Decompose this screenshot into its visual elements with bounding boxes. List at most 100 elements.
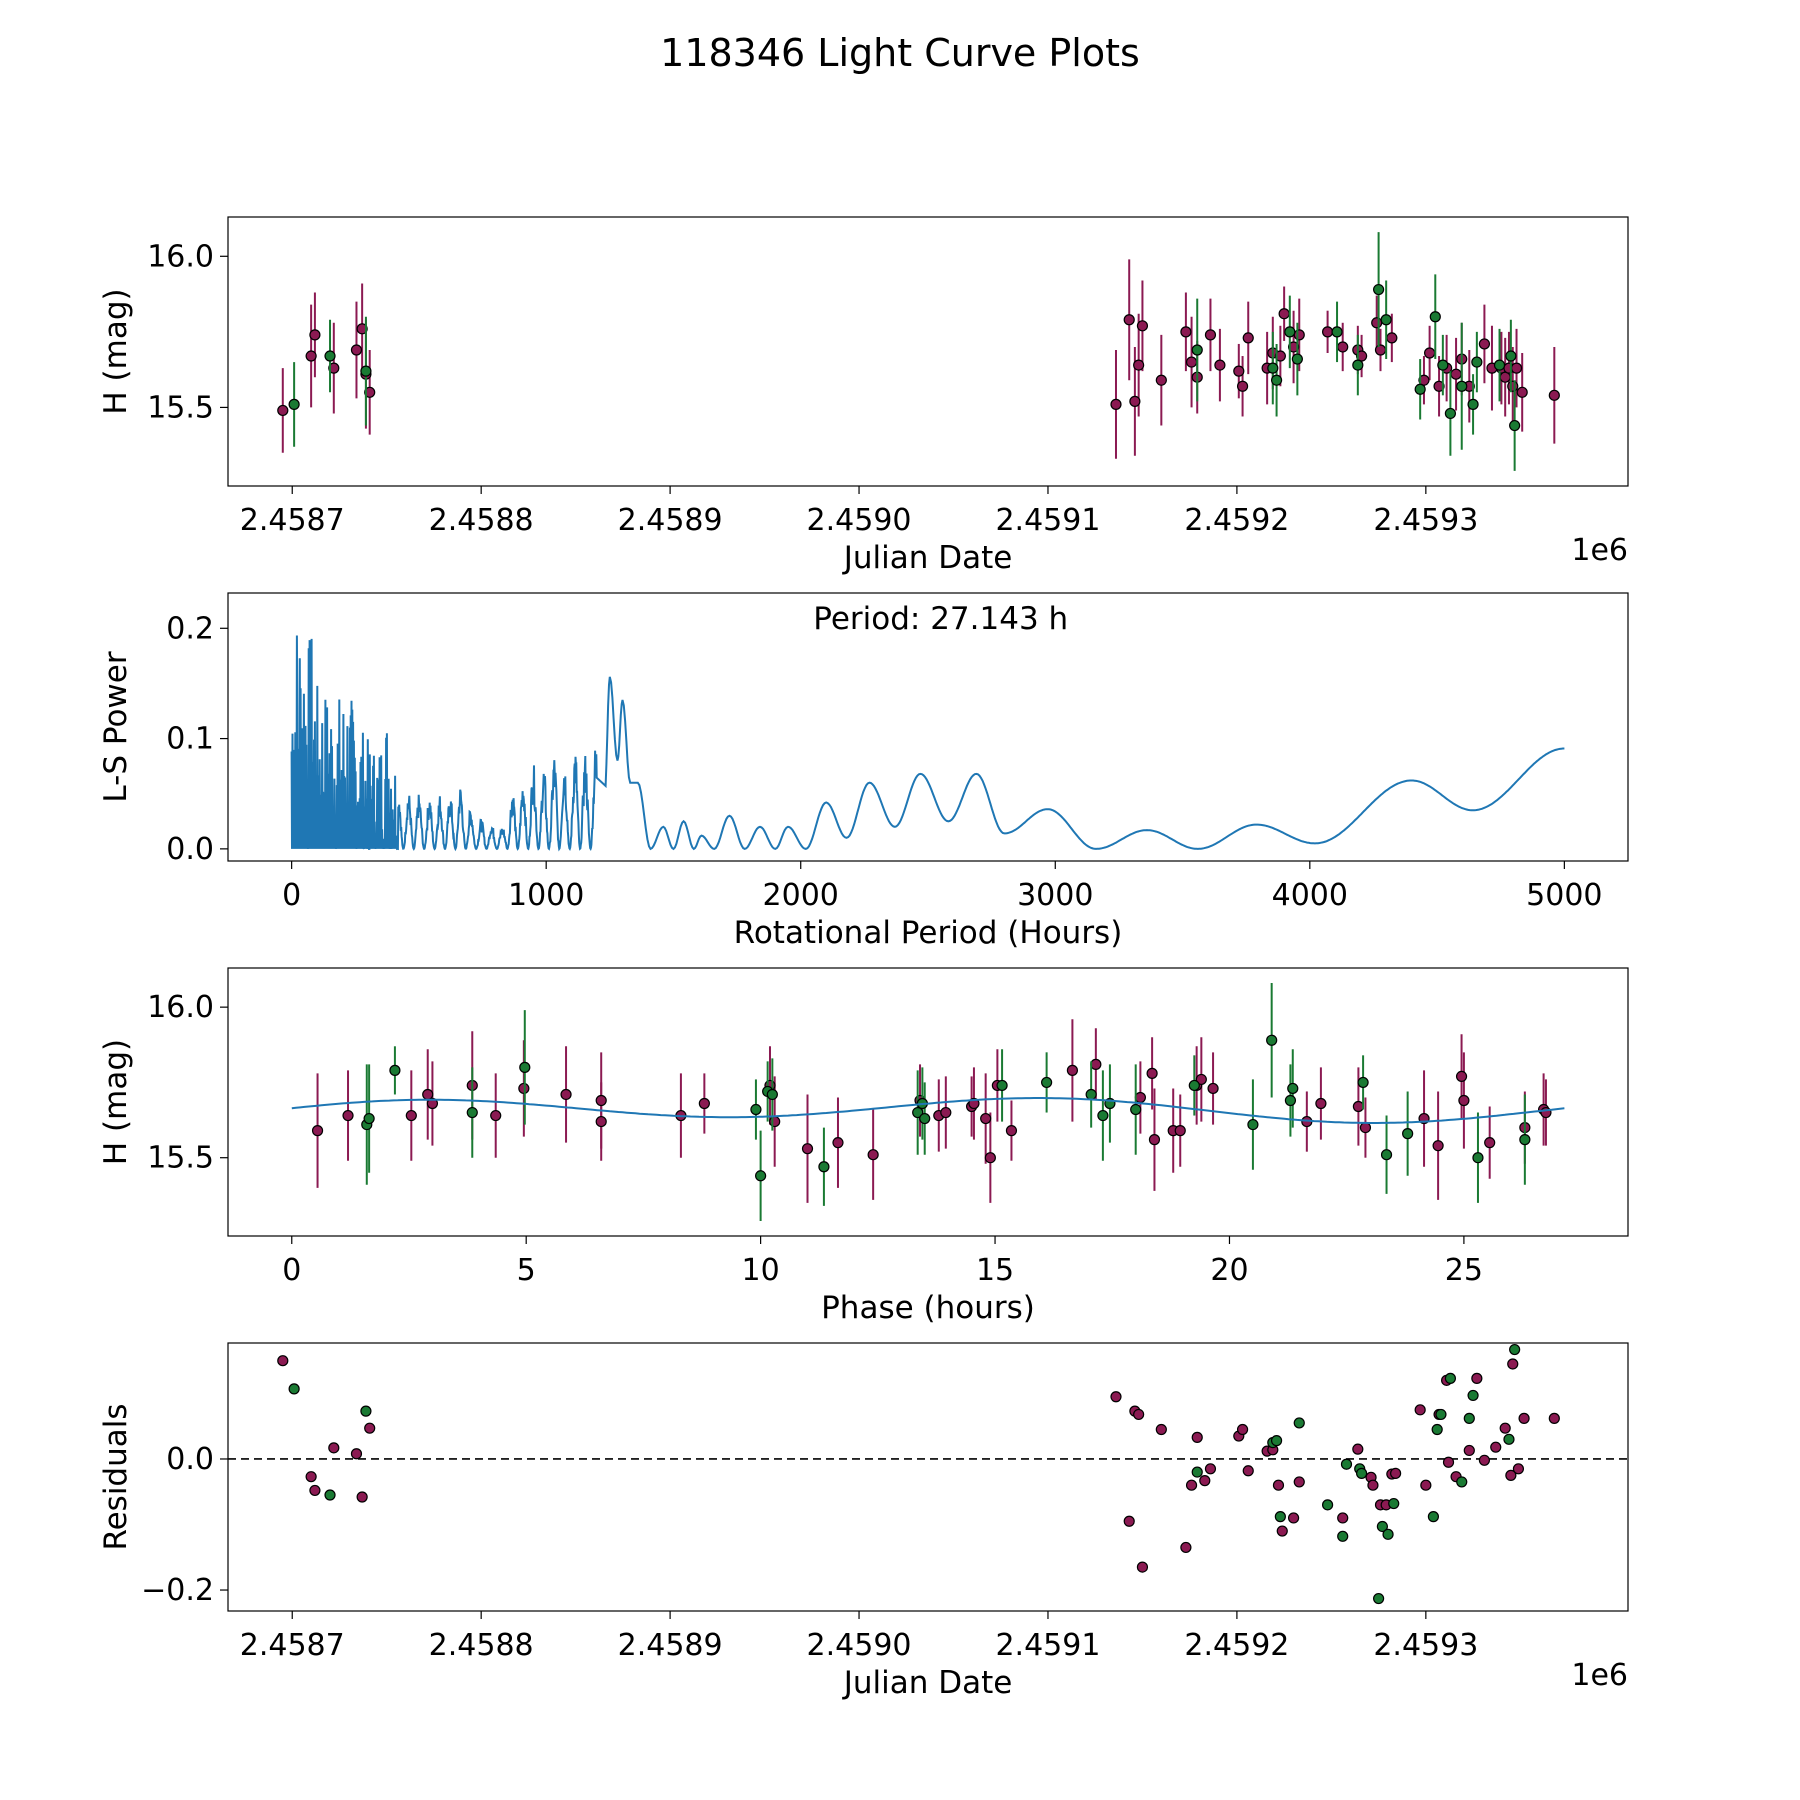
plot-frame [227, 967, 1629, 1237]
data-point [1180, 1541, 1192, 1554]
data-point [1274, 350, 1286, 362]
x-axis-label: Julian Date [842, 1665, 1013, 1701]
data-point [311, 1125, 324, 1137]
x-tick-label: 2.4590 [807, 1628, 912, 1663]
data-point [1284, 1094, 1297, 1107]
data-point [305, 1471, 317, 1483]
data-point [1185, 356, 1198, 368]
data-point [1267, 362, 1279, 374]
data-point [422, 1088, 434, 1101]
y-axis-label: L-S Power [98, 651, 134, 802]
data-point [1134, 1091, 1146, 1104]
data-point [1429, 311, 1441, 323]
data-point [1272, 1479, 1285, 1491]
data-point [698, 1097, 710, 1110]
data-point [1376, 1520, 1388, 1533]
y-tick-label: 0.0 [166, 1442, 214, 1477]
data-point [426, 1097, 439, 1110]
figure-title: 118346 Light Curve Plots [660, 31, 1140, 75]
data-point [1146, 1067, 1158, 1079]
x-tick-label: 2.4588 [429, 503, 534, 538]
data-point [288, 398, 300, 410]
data-point [1471, 356, 1483, 368]
data-point [801, 1143, 814, 1155]
data-point [1414, 1404, 1426, 1416]
data-point [919, 1112, 931, 1125]
data-point [1432, 1140, 1444, 1152]
data-point [1493, 359, 1506, 371]
x-tick-label: 0 [282, 878, 301, 913]
data-point [277, 1355, 289, 1367]
data-point [1242, 1465, 1254, 1477]
data-point [1382, 1528, 1394, 1540]
data-point [1287, 341, 1300, 353]
data-point [363, 1112, 375, 1125]
data-point [1490, 1441, 1502, 1453]
x-tick-label: 2.4592 [1184, 1628, 1289, 1663]
data-point [1188, 1079, 1200, 1092]
data-point [1129, 395, 1141, 407]
x-tick-label: 2000 [763, 878, 839, 913]
x-tick-label: 1000 [508, 878, 584, 913]
data-point [1427, 1511, 1439, 1523]
data-point [1444, 407, 1457, 420]
data-point [1380, 1149, 1393, 1161]
data-point [1155, 1423, 1167, 1436]
data-point [466, 1106, 478, 1119]
data-point [1356, 1467, 1368, 1479]
x-tick-label: 2.4589 [618, 1628, 723, 1663]
data-point [1242, 332, 1254, 344]
x-axis-label: Phase (hours) [821, 1290, 1035, 1326]
data-point [1450, 368, 1462, 380]
data-point [595, 1115, 607, 1128]
data-point [1433, 380, 1445, 392]
data-point [1278, 308, 1290, 320]
data-point [277, 404, 289, 417]
x-tick-label: 20 [1210, 1253, 1248, 1288]
y-tick-label: −0.2 [141, 1573, 214, 1608]
data-point [1456, 380, 1468, 392]
data-point [1236, 380, 1249, 392]
data-point [1293, 329, 1305, 341]
data-point [1123, 314, 1135, 326]
x-tick-label: 25 [1445, 1253, 1483, 1288]
data-point [1337, 1512, 1349, 1524]
data-point [818, 1161, 830, 1173]
periodogram-panel: 0 1000 2000 3000 4000 5000 0.0 0.1 0.2 Rotational… [98, 592, 1629, 951]
data-point [1270, 1435, 1283, 1447]
data-point [755, 1170, 767, 1182]
data-point [1291, 353, 1303, 365]
data-point [766, 1088, 778, 1101]
data-point [1371, 317, 1383, 329]
data-point [1519, 1134, 1531, 1146]
data-point [490, 1109, 502, 1122]
data-point [1380, 314, 1392, 326]
data-point [1435, 1408, 1447, 1421]
data-point [1293, 1476, 1305, 1488]
data-point [1414, 383, 1426, 395]
x-axis-label: Rotational Period (Hours) [734, 915, 1123, 951]
data-point [1442, 1456, 1455, 1468]
data-point [1390, 1467, 1402, 1479]
data-point [1340, 1458, 1353, 1470]
data-point [1471, 1372, 1483, 1384]
data-point [1274, 1511, 1286, 1523]
x-tick-label: 2.4591 [995, 1628, 1100, 1663]
data-point [1191, 344, 1203, 356]
data-point [364, 1422, 376, 1434]
data-point [1133, 1408, 1145, 1421]
y-tick-label: 0.1 [166, 722, 214, 757]
data-point [1123, 1515, 1135, 1527]
data-point [984, 1152, 996, 1164]
periodogram-line [290, 635, 1565, 852]
data-point [1509, 419, 1521, 432]
data-point [1136, 1561, 1149, 1573]
data-point [350, 1448, 363, 1460]
data-point [912, 1106, 924, 1119]
data-point [832, 1137, 844, 1149]
x-tick-label: 2.4593 [1373, 1628, 1478, 1663]
data-point [305, 350, 317, 362]
x-tick-label: 2.4589 [618, 503, 723, 538]
data-point [1185, 1479, 1198, 1491]
